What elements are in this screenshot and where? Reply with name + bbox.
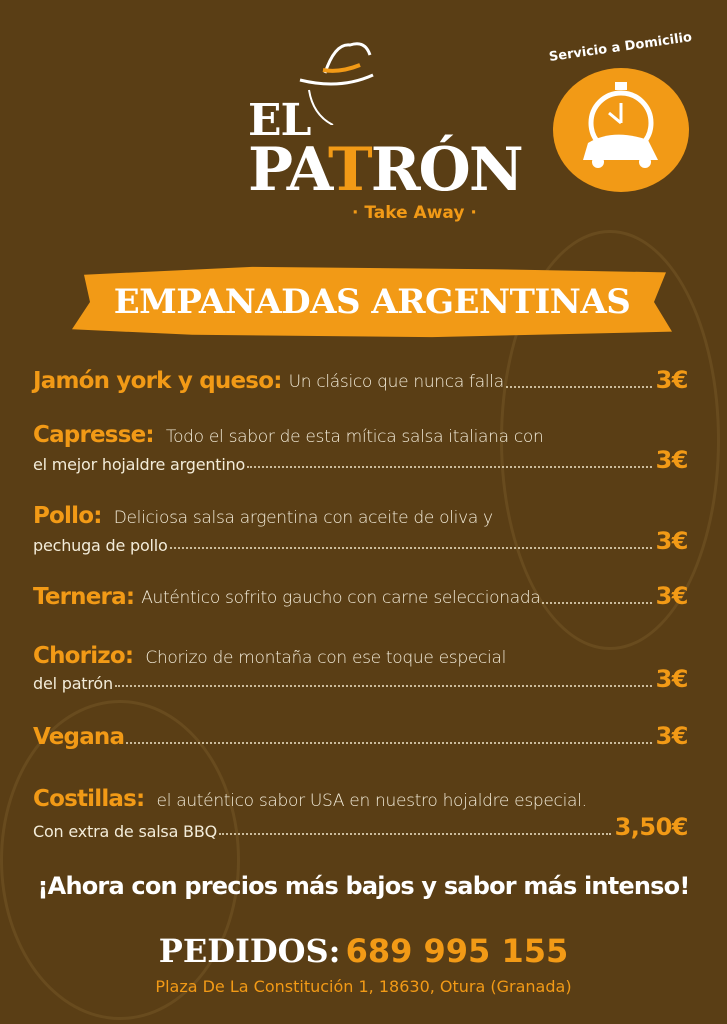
menu-item: Vegana 3€ <box>33 722 689 750</box>
delivery-label: Servicio a Domicilio <box>548 30 693 65</box>
item-name: Jamón york y queso: <box>33 368 282 394</box>
decorative-empanada-bg <box>0 700 240 1020</box>
dot-leader <box>542 602 652 604</box>
menu-item: Costillas: el auténtico sabor USA en nue… <box>33 786 587 812</box>
item-name: Ternera: <box>33 584 135 610</box>
menu-item-line2: del patrón 3€ <box>33 665 689 693</box>
logo-patron: PATRÓN <box>248 135 524 205</box>
dot-leader <box>247 466 652 468</box>
dot-leader <box>126 742 652 744</box>
menu-item: Chorizo: Chorizo de montaña con ese toqu… <box>33 643 506 669</box>
dot-leader <box>169 547 652 549</box>
item-name: Vegana <box>33 724 125 750</box>
dot-leader <box>114 685 652 687</box>
item-description: Todo el sabor de esta mítica salsa itali… <box>165 427 544 447</box>
item-description: el auténtico sabor USA en nuestro hojald… <box>156 791 587 811</box>
menu-item: Capresse: Todo el sabor de esta mítica s… <box>33 422 544 448</box>
item-name: Chorizo: <box>33 643 134 669</box>
orders-line: PEDIDOS: 689 995 155 <box>0 932 727 970</box>
item-description: Chorizo de montaña con ese toque especia… <box>145 648 507 668</box>
item-description-cont: pechuga de pollo <box>33 536 168 555</box>
item-description: Auténtico sofrito gaucho con carne selec… <box>141 588 541 608</box>
address: Plaza De La Constitución 1, 18630, Otura… <box>155 977 572 996</box>
delivery-badge <box>553 68 689 192</box>
item-price: 3€ <box>655 665 689 693</box>
menu-item-line2: pechuga de pollo 3€ <box>33 527 689 555</box>
item-price: 3€ <box>655 722 689 750</box>
orders-label: PEDIDOS <box>158 932 329 970</box>
item-price: 3€ <box>655 366 689 394</box>
scooter-stopwatch-icon <box>583 82 658 168</box>
item-description: Un clásico que nunca falla <box>288 372 505 392</box>
dot-leader <box>505 386 652 388</box>
dot-leader <box>219 833 611 835</box>
item-description: Deliciosa salsa argentina con aceite de … <box>113 508 493 528</box>
section-title: EMPANADAS ARGENTINAS <box>113 282 631 322</box>
item-price: 3€ <box>655 446 689 474</box>
item-price: 3,50€ <box>614 813 689 841</box>
item-name: Pollo: <box>33 503 102 529</box>
item-price: 3€ <box>655 527 689 555</box>
phone-number[interactable]: 689 995 155 <box>345 932 569 970</box>
menu-item: Pollo: Deliciosa salsa argentina con ace… <box>33 503 493 529</box>
promo-text: ¡Ahora con precios más bajos y sabor más… <box>37 872 691 900</box>
hat-icon <box>299 42 374 125</box>
menu-item-line2: el mejor hojaldre argentino 3€ <box>33 446 689 474</box>
item-price: 3€ <box>655 582 689 610</box>
logo-take-away: · Take Away · <box>352 203 477 223</box>
menu-item: Jamón york y queso: Un clásico que nunca… <box>33 366 689 394</box>
menu-item: Ternera: Auténtico sofrito gaucho con ca… <box>33 582 689 610</box>
item-description-cont: Con extra de salsa BBQ <box>33 822 218 841</box>
menu-item-line2: Con extra de salsa BBQ 3,50€ <box>33 813 689 841</box>
section-banner: EMPANADAS ARGENTINAS <box>72 266 672 338</box>
decorative-empanada-bg <box>500 230 720 650</box>
logo-el: EL <box>248 95 311 146</box>
orders-separator: : <box>328 932 341 970</box>
item-description-cont: el mejor hojaldre argentino <box>33 455 246 474</box>
item-name: Costillas: <box>33 786 145 812</box>
item-description-cont: del patrón <box>33 674 113 693</box>
item-name: Capresse: <box>33 422 155 448</box>
